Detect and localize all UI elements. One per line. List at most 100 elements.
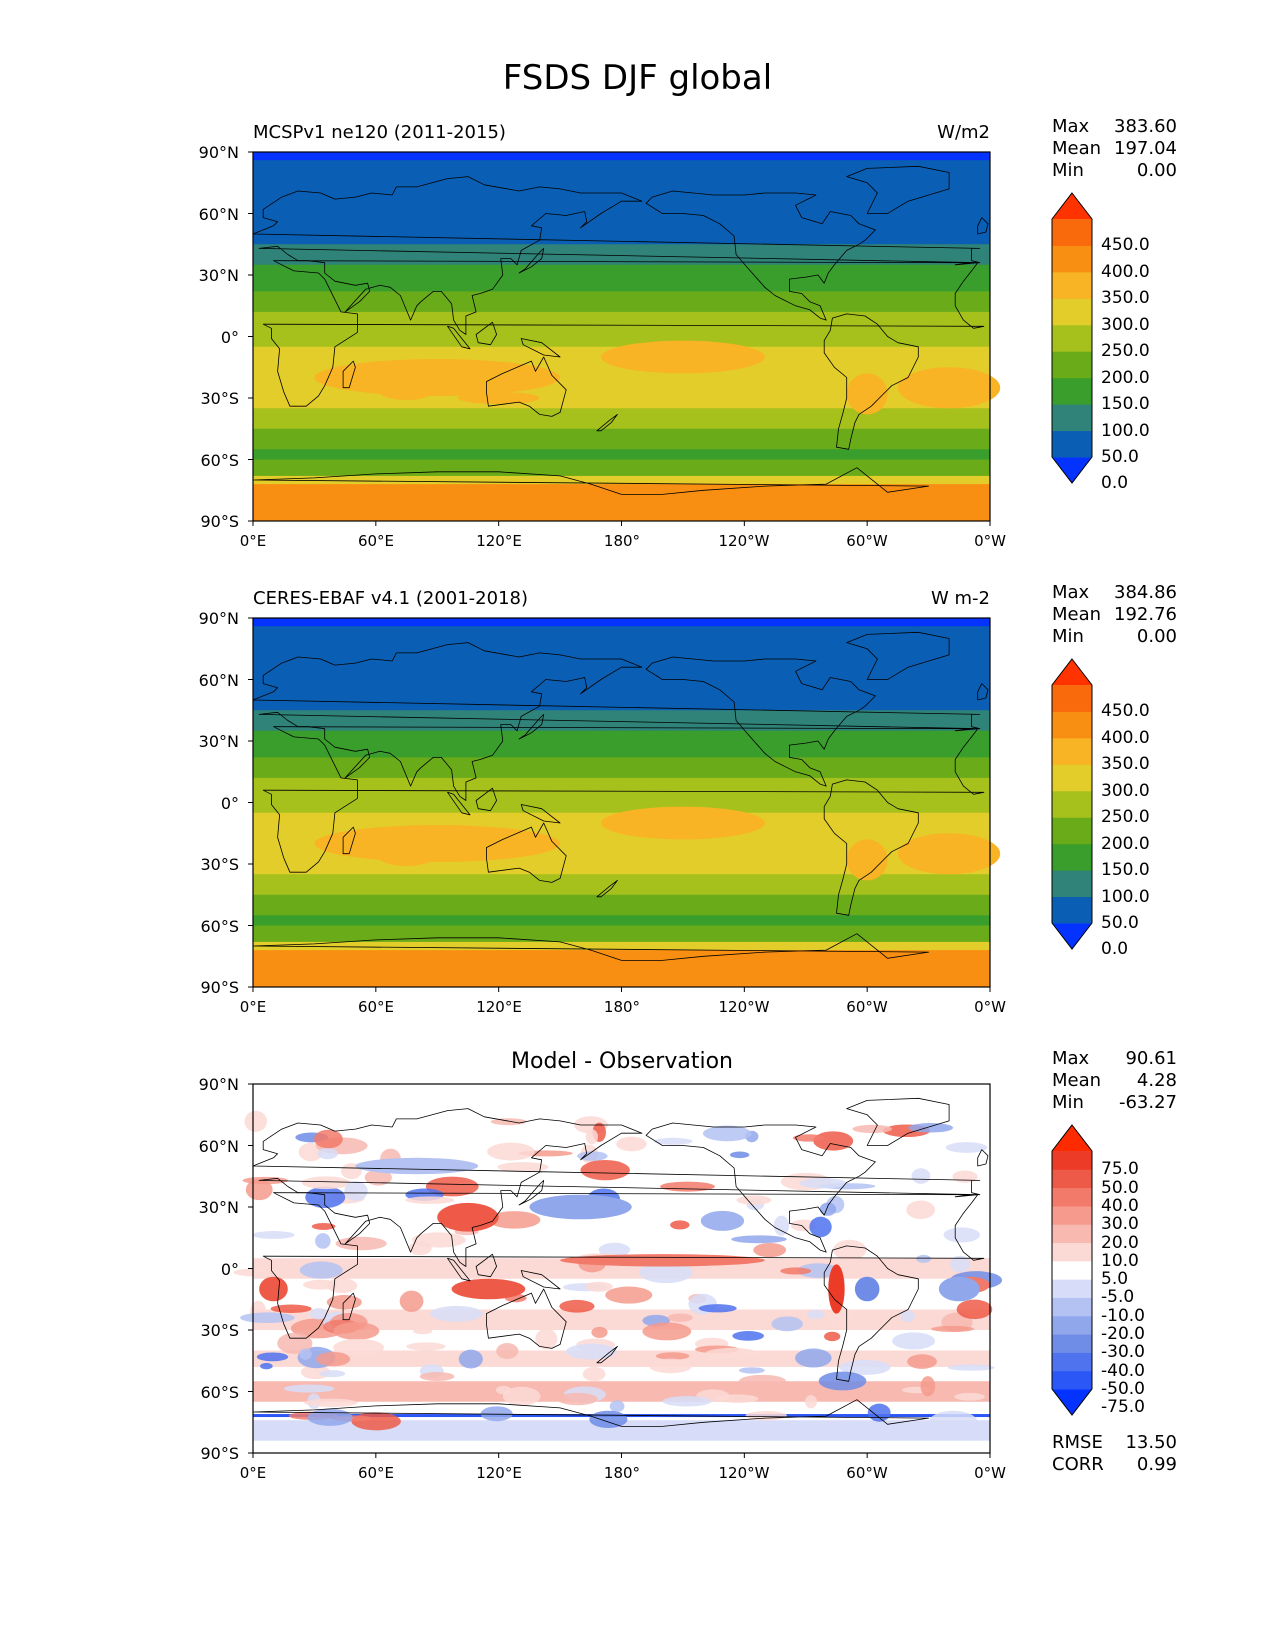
lat-tick: 30°N	[198, 266, 239, 285]
field-blob	[496, 1342, 519, 1360]
field-blob	[252, 1231, 295, 1239]
error-stats-box: RMSE 13.50 CORR 0.99	[1052, 1432, 1177, 1476]
colorbar-segment	[1052, 430, 1092, 458]
colorbar-segment	[1052, 1279, 1092, 1298]
field-blob	[399, 1290, 424, 1312]
field-band	[253, 626, 990, 680]
colorbar-label: 0.0	[1101, 473, 1129, 494]
field-blob	[639, 1261, 693, 1284]
field-blob	[301, 1176, 351, 1190]
field-blob	[260, 1362, 273, 1370]
coastline	[823, 313, 919, 450]
lon-tick: 180°	[603, 1464, 641, 1482]
field-band	[253, 311, 990, 348]
field-band	[253, 618, 990, 627]
field-blob	[589, 1410, 628, 1429]
field-band	[253, 1420, 990, 1441]
field-blob	[497, 1162, 549, 1172]
coastline	[252, 1399, 929, 1454]
field-blob	[314, 825, 561, 862]
field-blob	[351, 1412, 401, 1431]
colorbar-label: 350.0	[1101, 288, 1150, 309]
coastline	[342, 1292, 356, 1321]
field-blob	[591, 1326, 608, 1338]
colorbar-outline	[1051, 658, 1093, 950]
lat-tick: 30°N	[198, 732, 239, 751]
colorbar-label: 50.0	[1101, 1177, 1139, 1198]
field-blob	[824, 1331, 841, 1342]
stats-box: Max 90.61 Mean 4.28 Min -63.27	[1052, 1048, 1177, 1114]
field-band	[253, 941, 990, 951]
field-blob	[897, 367, 1001, 409]
lon-tick: 60°E	[357, 998, 395, 1016]
field-blob	[854, 1276, 880, 1302]
field-blob	[891, 1332, 936, 1350]
field-blob	[502, 1386, 541, 1406]
field-blob	[299, 1261, 343, 1279]
stat-value: -63.27	[1118, 1092, 1177, 1113]
field-blob	[317, 1147, 338, 1160]
field-band	[253, 408, 990, 430]
field-blob	[244, 1110, 268, 1132]
field-band	[253, 958, 990, 987]
colorbar-label: 200.0	[1101, 833, 1150, 854]
colorbar-segment	[1052, 324, 1092, 352]
field-blob	[797, 1263, 840, 1278]
field-blob	[952, 1170, 978, 1183]
field-blob	[457, 392, 540, 404]
map-model	[248, 151, 1001, 526]
field-blob	[698, 1304, 737, 1313]
lat-tick: 60°N	[198, 205, 239, 224]
field-band	[253, 915, 990, 926]
field-blob	[738, 1374, 787, 1388]
stat-value: 0.00	[1136, 626, 1177, 647]
field-blob	[333, 1338, 384, 1357]
field-band	[253, 777, 990, 814]
colorbar-segment	[1052, 685, 1092, 712]
lon-tick: 120°E	[476, 998, 522, 1016]
lon-tick: 120°W	[718, 1464, 770, 1482]
stats-box: Max 383.60 Mean 197.04 Min 0.00	[1052, 116, 1177, 182]
field-blob	[667, 1313, 693, 1322]
colorbar-label: 400.0	[1101, 727, 1150, 748]
field-blob	[585, 1129, 598, 1145]
coastline	[645, 656, 876, 787]
field-blob	[736, 1195, 772, 1205]
field-blob	[584, 1281, 613, 1292]
field-blob	[833, 1239, 867, 1261]
field-blob	[920, 1376, 936, 1397]
field-blob	[314, 359, 561, 396]
field-blob	[240, 1312, 295, 1323]
panel-units: W m-2	[930, 588, 990, 609]
field-blob	[560, 1254, 765, 1267]
lon-tick: 60°E	[357, 532, 395, 550]
field-blob	[947, 1364, 995, 1371]
field-blob	[480, 1406, 513, 1422]
colorbar-segment	[1052, 351, 1092, 379]
colorbar-label: -50.0	[1101, 1379, 1145, 1399]
colorbar-label: -20.0	[1101, 1324, 1145, 1345]
field-blob	[731, 1235, 787, 1244]
field-band	[253, 152, 990, 161]
colorbar-label: 200.0	[1101, 367, 1150, 388]
colorbar-segment	[1052, 711, 1092, 739]
field-blob	[557, 1392, 598, 1406]
field-blob	[577, 1151, 608, 1161]
field-blob	[931, 1325, 975, 1333]
stat-label: Max	[1052, 116, 1090, 137]
field-blob	[729, 1151, 750, 1159]
colorbar-segment	[1052, 377, 1092, 405]
field-blob	[807, 1309, 825, 1319]
lon-tick: 60°W	[846, 532, 888, 550]
colorbar-label: -5.0	[1101, 1287, 1135, 1308]
colorbar-label: 75.0	[1101, 1159, 1139, 1180]
field-blob	[655, 1352, 690, 1360]
field-blob	[792, 1134, 825, 1142]
lon-tick: 120°E	[476, 1464, 522, 1482]
field-blob	[451, 1278, 526, 1300]
coastline	[846, 631, 950, 680]
coastline	[486, 822, 567, 883]
field-band	[253, 428, 990, 450]
coastline	[342, 826, 356, 855]
field-blob	[565, 1343, 617, 1360]
